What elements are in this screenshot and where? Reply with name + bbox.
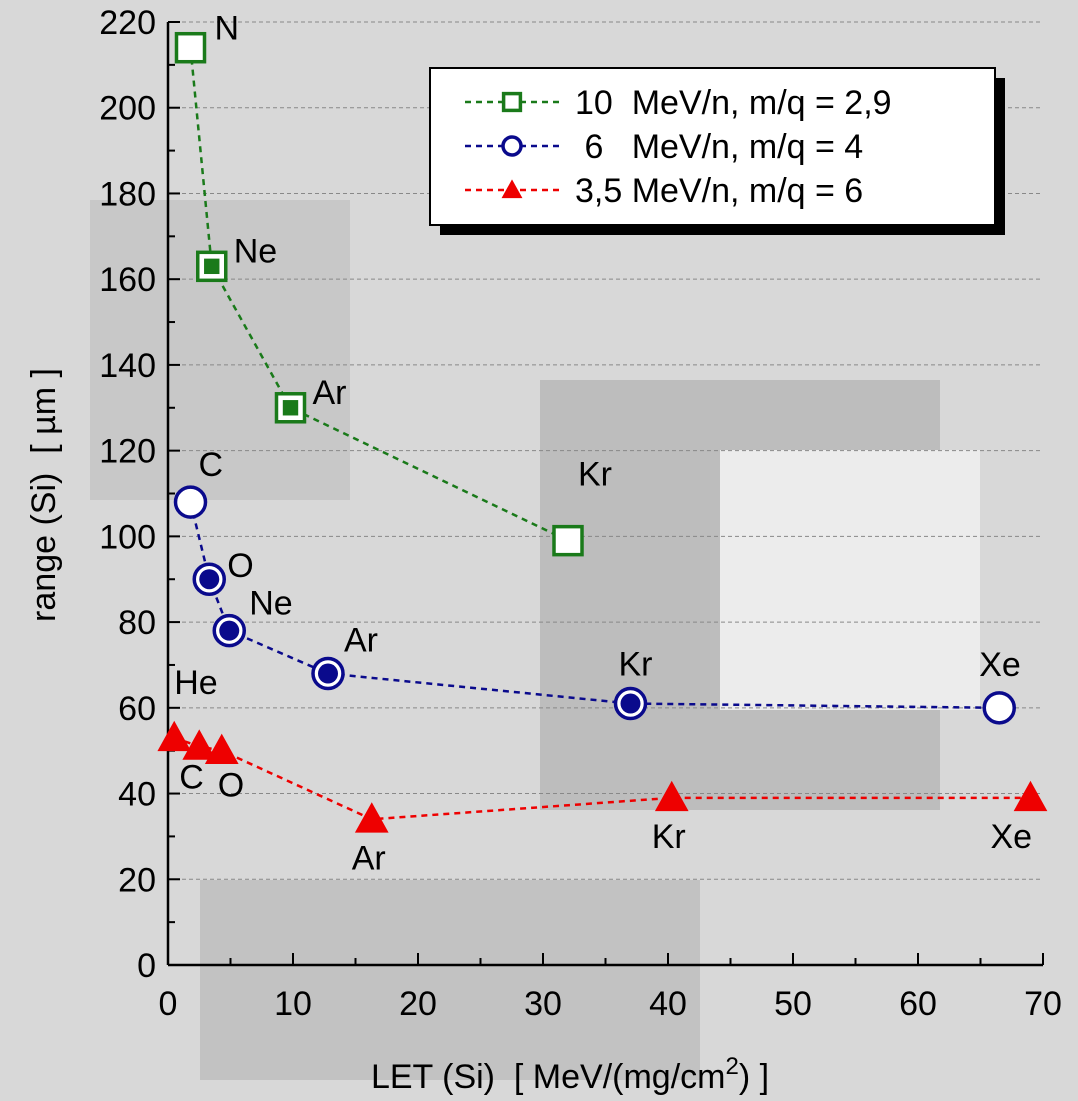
marker-fill <box>282 400 299 416</box>
y-tick-label: 220 <box>99 4 156 42</box>
marker-fill <box>204 258 220 275</box>
point-label: C <box>199 446 224 484</box>
y-tick-label: 60 <box>118 690 156 728</box>
y-axis-label: range (Si) [ µm ] <box>25 368 63 622</box>
point-label: Kr <box>619 646 653 684</box>
x-tick-label: 60 <box>899 985 937 1023</box>
x-tick-label: 40 <box>649 985 687 1023</box>
x-tick-label: 30 <box>524 985 562 1023</box>
y-tick-label: 200 <box>99 90 156 128</box>
series-line <box>189 47 569 542</box>
point-label: Ne <box>234 232 277 270</box>
point-label: O <box>218 767 244 805</box>
x-tick-label: 70 <box>1024 985 1062 1023</box>
point-label: N <box>215 10 240 48</box>
marker <box>174 31 207 64</box>
point-label: C <box>179 758 204 796</box>
marker <box>173 485 208 519</box>
point-label: Ar <box>313 374 347 412</box>
legend-label: 3,5 MeV/n, m/q = 6 <box>575 172 863 210</box>
y-tick-label: 140 <box>99 347 156 385</box>
y-tick-label: 100 <box>99 518 156 556</box>
point-label: Xe <box>979 646 1021 684</box>
marker-fill <box>318 663 338 684</box>
x-axis-label-part: ) ] <box>739 1058 769 1096</box>
point-label: Ar <box>352 839 386 877</box>
marker <box>501 135 523 157</box>
marker-fill <box>199 569 220 590</box>
point-label: O <box>227 547 253 585</box>
point-label: Kr <box>578 456 612 494</box>
marker <box>501 179 523 199</box>
y-tick-label: 160 <box>99 261 156 299</box>
marker <box>157 720 192 752</box>
legend-label: 6 MeV/n, m/q = 4 <box>575 128 863 166</box>
y-tick-label: 40 <box>118 776 156 814</box>
x-tick-label: 50 <box>774 985 812 1023</box>
marker <box>501 91 523 113</box>
y-tick-label: 180 <box>99 175 156 213</box>
marker <box>654 780 689 812</box>
y-tick-label: 80 <box>118 604 156 642</box>
photo-shape <box>720 450 980 710</box>
marker <box>552 524 584 557</box>
marker <box>204 733 239 764</box>
photo-shape <box>200 880 700 1080</box>
y-tick-label: 120 <box>99 433 156 471</box>
x-tick-label: 20 <box>399 985 437 1023</box>
x-tick-label: 0 <box>159 985 178 1023</box>
point-label: Kr <box>652 818 686 856</box>
marker-fill <box>219 620 240 641</box>
x-tick-label: 10 <box>274 985 312 1023</box>
x-axis-label-sup: 2 <box>725 1053 738 1080</box>
legend-label: 10 MeV/n, m/q = 2,9 <box>575 84 892 122</box>
marker <box>982 691 1016 725</box>
marker <box>1013 780 1048 812</box>
x-axis-label: LET (Si) [ MeV/(mg/cm2) ] <box>371 1053 769 1096</box>
photo-shape <box>90 200 350 500</box>
y-tick-label: 20 <box>118 861 156 899</box>
point-label: Xe <box>991 818 1033 856</box>
y-tick-label: 0 <box>137 947 156 985</box>
point-label: He <box>174 664 217 702</box>
marker <box>182 729 217 760</box>
point-label: Ne <box>249 585 292 623</box>
marker-fill <box>620 693 641 714</box>
x-axis-label-part: LET (Si) [ MeV/(mg/cm <box>371 1058 726 1096</box>
point-label: Ar <box>344 622 378 660</box>
marker <box>354 802 389 833</box>
